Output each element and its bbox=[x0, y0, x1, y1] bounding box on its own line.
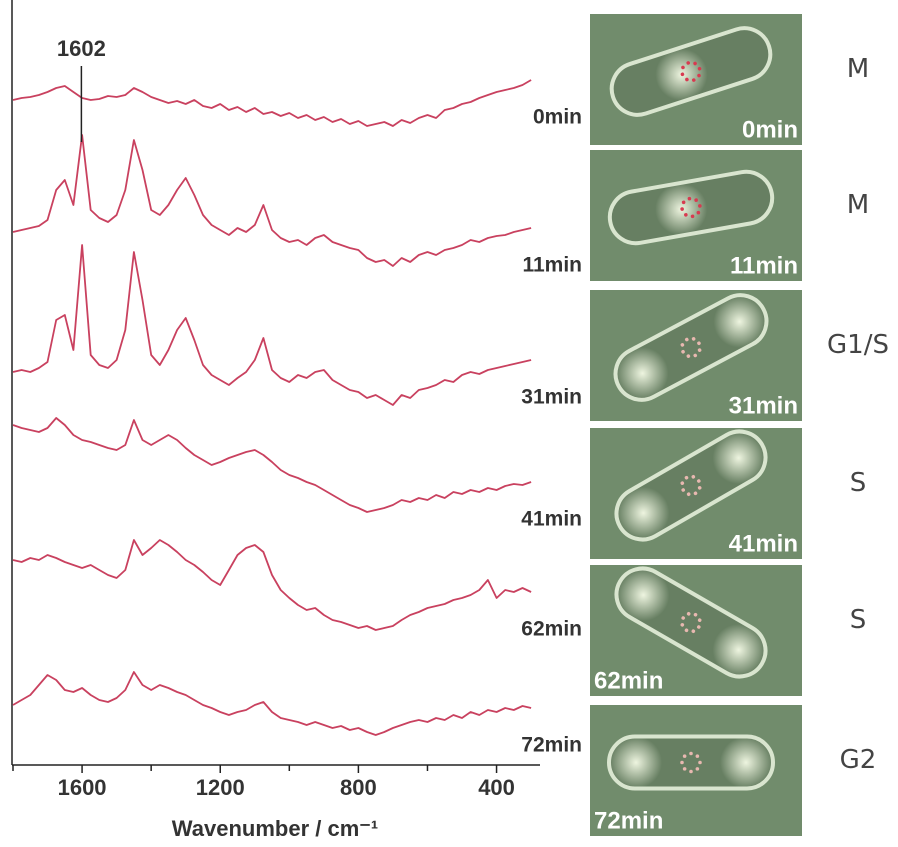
spindle-dot bbox=[682, 767, 687, 771]
spindle-dot bbox=[689, 751, 693, 756]
spindle-dot bbox=[691, 78, 696, 82]
spindle-dot bbox=[680, 623, 685, 627]
spindle-dot bbox=[691, 475, 696, 479]
spindle-dot bbox=[684, 628, 689, 633]
phase-label: M bbox=[847, 190, 869, 220]
nucleus bbox=[617, 569, 670, 621]
spindle-dot bbox=[680, 343, 685, 347]
cell-panel: 41min bbox=[590, 428, 802, 559]
x-tick-label: 400 bbox=[478, 775, 515, 800]
nucleus bbox=[720, 736, 772, 789]
cell-panel: 0min bbox=[590, 14, 802, 145]
x-tick-label: 800 bbox=[340, 775, 377, 800]
spindle-dot bbox=[695, 767, 700, 771]
spindle-dot bbox=[694, 198, 698, 202]
spindle-dot bbox=[680, 760, 684, 765]
nucleus bbox=[712, 432, 765, 484]
nucleus bbox=[617, 487, 670, 539]
spindle-dot bbox=[697, 66, 702, 71]
cell-body bbox=[607, 169, 775, 246]
spindle-dot bbox=[684, 213, 688, 217]
spindle-dot bbox=[686, 61, 691, 65]
spindle-dot bbox=[697, 341, 701, 346]
spindle-dot bbox=[691, 629, 696, 633]
spindle-dot bbox=[681, 488, 686, 492]
spindle-dot bbox=[697, 486, 702, 490]
series-label: 0min bbox=[533, 106, 582, 129]
cell-label: 31min bbox=[729, 392, 798, 419]
cell-body bbox=[607, 734, 775, 791]
spindle-dot bbox=[681, 616, 686, 620]
spindle-dot bbox=[685, 77, 689, 82]
nucleus bbox=[616, 347, 669, 400]
cell-label: 72min bbox=[594, 807, 663, 834]
x-tick-label: 1200 bbox=[196, 775, 245, 800]
spindle-dot bbox=[693, 353, 698, 358]
cell-label: 11min bbox=[730, 252, 798, 279]
spindle-dot bbox=[681, 65, 685, 70]
cell-panel: 11min bbox=[590, 150, 802, 281]
cell-body bbox=[614, 429, 768, 542]
spindle-dot bbox=[695, 754, 700, 758]
spindle-dot bbox=[690, 214, 695, 219]
spectrum-line bbox=[12, 539, 532, 631]
spindle-dot bbox=[691, 337, 696, 341]
spindle-dot bbox=[686, 354, 691, 358]
spindle-dot bbox=[680, 207, 684, 211]
phase-label: M bbox=[847, 54, 869, 84]
series-label: 31min bbox=[521, 386, 582, 409]
series-label: 41min bbox=[521, 508, 582, 531]
spindle-dot bbox=[680, 72, 685, 77]
phase-label: S bbox=[850, 468, 867, 498]
spindle-dot bbox=[697, 618, 702, 622]
series-label: 72min bbox=[521, 734, 582, 757]
spectrum-line bbox=[12, 134, 532, 267]
annotation-label: 1602 bbox=[57, 36, 106, 61]
spindle-dot bbox=[697, 73, 701, 78]
phase-label: G2 bbox=[840, 745, 877, 775]
cell-panel: 62min bbox=[590, 565, 802, 696]
spindle-dot bbox=[693, 491, 698, 496]
spindle-dot bbox=[693, 61, 697, 66]
cell-panel: 72min bbox=[590, 705, 802, 836]
phase-label: G1/S bbox=[827, 330, 889, 360]
spindle-dot bbox=[698, 760, 702, 765]
x-axis-label: Wavenumber / cm⁻¹ bbox=[172, 816, 378, 841]
spindle-dot bbox=[689, 769, 693, 774]
spindle-dot bbox=[693, 612, 698, 617]
spindle-dot bbox=[684, 475, 689, 480]
nucleus bbox=[713, 295, 766, 348]
series-label: 62min bbox=[521, 618, 582, 641]
spindle-dot bbox=[681, 200, 686, 205]
spindle-dot bbox=[698, 204, 702, 208]
spectrum-line bbox=[12, 244, 532, 406]
cell-label: 0min bbox=[742, 116, 798, 143]
cell-body bbox=[609, 26, 773, 117]
phase-label: S bbox=[850, 605, 867, 635]
cell-body bbox=[614, 566, 768, 679]
spindle-dot bbox=[697, 348, 702, 352]
spindle-dot bbox=[687, 196, 692, 201]
spindle-dot bbox=[696, 479, 701, 483]
series-label: 11min bbox=[522, 254, 582, 277]
spindle-dot bbox=[682, 754, 687, 758]
spindle-dot bbox=[686, 612, 691, 616]
spindle-dot bbox=[686, 492, 691, 496]
cell-body bbox=[613, 293, 769, 402]
nucleus bbox=[610, 736, 662, 789]
spindle-dot bbox=[681, 349, 685, 354]
cell-label: 41min bbox=[729, 530, 798, 557]
spectrum-line bbox=[12, 79, 532, 127]
spectrum-line bbox=[12, 417, 532, 513]
nucleus bbox=[712, 624, 765, 676]
spindle-dot bbox=[680, 481, 685, 485]
cell-label: 62min bbox=[594, 667, 663, 694]
spindle-dot bbox=[684, 337, 689, 342]
cell-panel: 31min bbox=[590, 290, 802, 421]
spindle-dot bbox=[696, 210, 701, 215]
spindle-dot bbox=[696, 625, 701, 629]
spectrum-line bbox=[12, 671, 532, 736]
x-tick-label: 1600 bbox=[58, 775, 107, 800]
